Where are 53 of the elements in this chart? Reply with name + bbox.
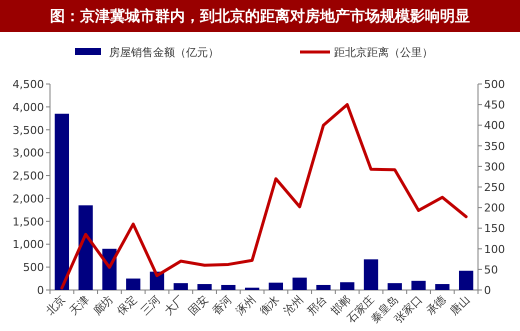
legend-label: 房屋销售金额（亿元） bbox=[109, 46, 219, 59]
bar bbox=[340, 282, 354, 290]
x-tick-label: 三河 bbox=[138, 292, 164, 318]
y2-tick-label: 300 bbox=[484, 160, 505, 174]
bar bbox=[268, 282, 284, 290]
y-tick-label: 3,500 bbox=[12, 124, 44, 137]
y2-tick-label: 200 bbox=[484, 202, 505, 215]
y-tick-label: 4,500 bbox=[12, 78, 44, 91]
y-tick-label: 2,500 bbox=[12, 170, 44, 183]
y2-tick-label: 250 bbox=[484, 181, 505, 194]
bar bbox=[174, 283, 188, 290]
y-tick-label: 500 bbox=[23, 261, 44, 274]
y-tick-label: 3,000 bbox=[12, 146, 44, 160]
x-tick-label: 北京 bbox=[43, 292, 68, 318]
y-tick-label: 0 bbox=[37, 284, 44, 297]
bar bbox=[435, 284, 450, 290]
bar bbox=[458, 270, 474, 290]
bar bbox=[126, 278, 140, 290]
y2-tick-label: 400 bbox=[484, 119, 505, 132]
y2-tick-label: 350 bbox=[484, 140, 505, 153]
y-tick-label: 1,500 bbox=[12, 215, 44, 228]
y-tick-label: 4,000 bbox=[12, 100, 44, 114]
bar bbox=[316, 284, 331, 290]
y2-tick-label: 0 bbox=[484, 284, 491, 297]
bar bbox=[411, 280, 426, 290]
x-tick-label: 沧州 bbox=[281, 292, 306, 318]
bar bbox=[78, 205, 93, 290]
y2-tick-label: 50 bbox=[484, 263, 498, 276]
bar bbox=[197, 284, 212, 290]
x-tick-label: 天津 bbox=[67, 292, 92, 318]
y2-tick-label: 500 bbox=[484, 78, 505, 91]
x-tick-label: 廊坊 bbox=[90, 292, 116, 318]
bar bbox=[221, 284, 236, 290]
x-tick-label: 香河 bbox=[210, 292, 234, 318]
chart-title: 图：京津冀城市群内，到北京的距离对房地产市场规模影响明显 bbox=[50, 7, 470, 25]
y-tick-label: 2,000 bbox=[12, 192, 44, 206]
x-tick-label: 承德 bbox=[424, 292, 448, 318]
y2-tick-label: 150 bbox=[484, 222, 505, 236]
bar bbox=[364, 259, 378, 290]
y2-tick-label: 100 bbox=[484, 242, 505, 256]
x-tick-label: 固安 bbox=[186, 292, 211, 318]
x-tick-label: 唐山 bbox=[447, 292, 472, 318]
x-tick-label: 保定 bbox=[114, 292, 140, 318]
bar bbox=[292, 278, 307, 290]
bar bbox=[388, 283, 402, 290]
legend-label: 距北京距离（公里） bbox=[334, 46, 433, 59]
x-tick-label: 大厂 bbox=[162, 292, 187, 318]
x-tick-label: 涿州 bbox=[233, 292, 258, 318]
x-tick-label: 衡水 bbox=[257, 292, 282, 318]
x-tick-label: 邢台 bbox=[304, 292, 330, 318]
bar bbox=[54, 114, 70, 290]
y2-tick-label: 450 bbox=[484, 98, 505, 112]
y-tick-label: 1,000 bbox=[12, 238, 44, 252]
